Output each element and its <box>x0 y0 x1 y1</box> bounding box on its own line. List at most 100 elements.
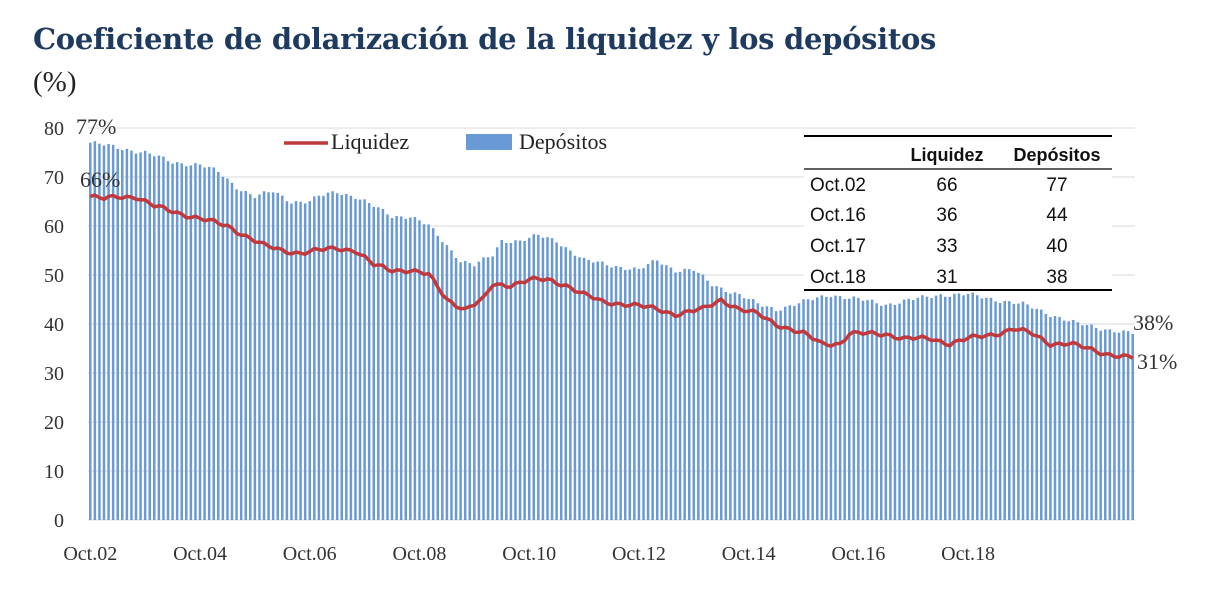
table-cell-liquidez: 33 <box>936 236 957 257</box>
deposit-bar <box>1026 304 1029 520</box>
deposit-bar <box>139 152 142 521</box>
deposit-bar <box>765 306 769 520</box>
deposit-bar <box>294 201 298 520</box>
deposit-bar <box>1035 308 1038 520</box>
deposit-bar <box>505 242 508 521</box>
deposit-bar <box>857 297 860 520</box>
deposit-bar <box>130 150 133 520</box>
deposit-bar <box>111 144 115 520</box>
deposit-bar <box>422 224 426 521</box>
deposit-bar <box>715 286 718 520</box>
x-tick-label: Oct.04 <box>173 543 227 565</box>
deposit-bar <box>500 239 504 521</box>
table-row-label: Oct.16 <box>810 205 866 226</box>
deposit-bar <box>655 260 659 520</box>
deposit-bar <box>180 163 183 520</box>
y-tick-label: 40 <box>44 314 64 336</box>
deposit-bar <box>957 293 961 520</box>
deposit-bar <box>262 191 266 521</box>
deposit-bar <box>770 307 773 520</box>
deposit-bar <box>989 297 993 520</box>
deposit-bar <box>820 295 824 520</box>
deposit-bar <box>217 171 220 520</box>
x-tick-label: Oct.18 <box>941 543 995 565</box>
deposit-bar <box>966 293 970 520</box>
deposit-bar <box>1072 319 1075 520</box>
deposit-bar <box>299 201 302 520</box>
deposit-bar <box>454 257 458 520</box>
deposit-bar <box>870 299 874 520</box>
deposit-bar <box>729 293 732 520</box>
deposit-bar <box>1021 301 1025 520</box>
deposit-bar <box>345 193 348 520</box>
deposit-bar <box>912 300 915 520</box>
deposit-bar <box>372 206 376 520</box>
deposit-bar <box>719 287 723 520</box>
deposit-bar <box>601 261 604 520</box>
deposit-bar <box>358 199 362 520</box>
deposit-bar <box>537 234 540 520</box>
deposit-bar <box>578 257 581 520</box>
deposit-bar <box>1081 325 1084 520</box>
deposit-bar <box>363 199 366 520</box>
deposit-bar <box>779 310 782 520</box>
deposit-bar <box>399 216 403 520</box>
x-axis: Oct.02 Oct.04 Oct.06 Oct.08 Oct.10 Oct.12 Oct.… <box>63 543 995 565</box>
table-cell-liquidez: 36 <box>936 205 957 226</box>
deposit-bar <box>125 148 129 520</box>
deposit-bar <box>834 295 837 520</box>
deposit-bar <box>162 156 165 520</box>
deposit-bar <box>569 250 572 520</box>
deposit-bar <box>847 298 851 520</box>
deposit-bar <box>930 298 933 520</box>
deposit-bar <box>546 237 549 521</box>
deposit-bar <box>381 209 385 520</box>
x-tick-label: Oct.10 <box>502 543 556 565</box>
deposit-bar <box>1131 333 1134 520</box>
deposit-bar <box>1122 330 1125 520</box>
deposit-bar <box>244 190 247 521</box>
table-cell-depositos: 40 <box>1046 236 1067 257</box>
deposit-bar <box>258 194 261 520</box>
table-cell-depositos: 38 <box>1046 267 1067 288</box>
deposit-bar <box>751 299 755 520</box>
deposit-bar <box>235 189 238 520</box>
deposit-bar <box>811 300 814 520</box>
deposit-bar <box>806 299 810 520</box>
deposit-bar <box>473 266 476 520</box>
deposit-bar <box>459 262 462 520</box>
deposit-bar <box>331 191 334 520</box>
table-header-liquidez: Liquidez <box>911 145 984 165</box>
deposit-bar <box>239 191 243 520</box>
table-row-label: Oct.18 <box>810 267 866 288</box>
deposit-bar <box>678 271 682 520</box>
deposit-bar <box>418 220 421 520</box>
y-tick-label: 80 <box>44 118 64 140</box>
table-header-depositos: Depósitos <box>1013 145 1100 165</box>
deposit-bar <box>1030 308 1034 520</box>
deposit-bar <box>271 192 275 520</box>
deposit-bar <box>313 196 316 520</box>
deposit-bar <box>207 166 211 520</box>
table-cell-liquidez: 66 <box>936 175 957 196</box>
y-tick-label: 10 <box>44 461 64 483</box>
deposit-bar <box>482 257 485 520</box>
deposit-bar <box>797 303 801 520</box>
deposit-bar <box>1090 324 1093 520</box>
deposit-bar <box>573 255 577 520</box>
deposit-bar <box>326 192 330 520</box>
y-tick-label: 0 <box>54 510 64 532</box>
deposit-bar <box>1117 332 1121 520</box>
deposit-bar <box>879 305 883 520</box>
y-tick-label: 30 <box>44 363 64 385</box>
deposit-bar <box>121 150 124 520</box>
deposit-bar <box>692 270 696 520</box>
deposit-bar <box>687 269 691 520</box>
deposit-bar <box>628 269 632 520</box>
deposit-bar <box>893 304 897 520</box>
deposit-bar <box>825 297 828 520</box>
deposit-bar <box>582 257 586 520</box>
deposit-bar <box>939 294 942 520</box>
deposit-bar <box>838 296 842 520</box>
deposit-bar <box>738 293 741 520</box>
